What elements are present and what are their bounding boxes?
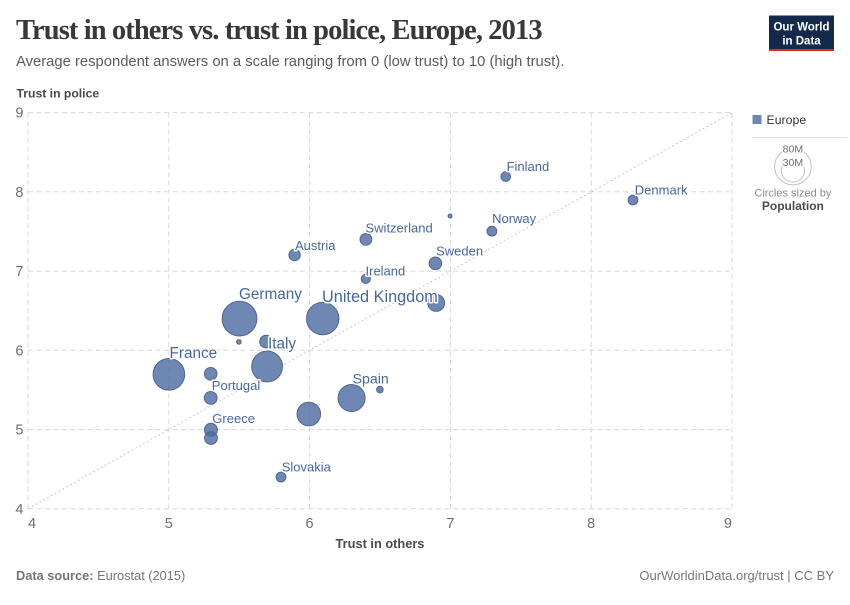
svg-text:Denmark: Denmark xyxy=(635,183,688,198)
svg-text:80M: 80M xyxy=(783,144,803,156)
svg-text:7: 7 xyxy=(446,516,454,532)
svg-text:OurWorldinData.org/trust | CC: OurWorldinData.org/trust | CC BY xyxy=(639,568,834,583)
svg-text:in Data: in Data xyxy=(782,36,821,48)
svg-text:8: 8 xyxy=(15,185,23,201)
svg-text:7: 7 xyxy=(15,264,23,280)
svg-text:Europe: Europe xyxy=(767,113,807,127)
svg-text:France: France xyxy=(170,345,218,362)
svg-text:Our World: Our World xyxy=(773,22,829,34)
svg-text:Greece: Greece xyxy=(212,411,255,426)
svg-text:United Kingdom: United Kingdom xyxy=(322,288,438,306)
svg-text:Sweden: Sweden xyxy=(436,244,483,259)
svg-text:Average respondent answers on: Average respondent answers on a scale ra… xyxy=(16,54,564,70)
svg-text:Ireland: Ireland xyxy=(366,264,406,279)
svg-text:5: 5 xyxy=(15,423,23,439)
svg-text:Trust in others vs. trust in p: Trust in others vs. trust in police, Eur… xyxy=(16,15,542,46)
svg-text:6: 6 xyxy=(15,343,23,359)
svg-text:Finland: Finland xyxy=(507,159,550,174)
svg-text:8: 8 xyxy=(587,516,595,532)
svg-text:Austria: Austria xyxy=(295,238,336,253)
svg-text:Italy: Italy xyxy=(268,336,296,353)
svg-text:Population: Population xyxy=(762,199,824,213)
svg-text:Trust in police: Trust in police xyxy=(17,87,100,101)
svg-text:Norway: Norway xyxy=(492,211,537,226)
svg-text:Circles sized by: Circles sized by xyxy=(754,188,832,200)
svg-text:5: 5 xyxy=(165,516,173,532)
svg-text:Switzerland: Switzerland xyxy=(366,221,433,236)
svg-text:Data source: Eurostat (2015): Data source: Eurostat (2015) xyxy=(16,568,185,583)
svg-text:30M: 30M xyxy=(783,157,803,169)
svg-text:4: 4 xyxy=(15,502,23,518)
svg-text:4: 4 xyxy=(28,516,36,532)
svg-text:Slovakia: Slovakia xyxy=(282,460,332,475)
svg-text:Germany: Germany xyxy=(239,286,302,303)
svg-text:9: 9 xyxy=(15,106,23,122)
svg-text:9: 9 xyxy=(724,516,732,532)
svg-text:Trust in others: Trust in others xyxy=(336,536,425,551)
svg-text:Spain: Spain xyxy=(353,372,389,388)
svg-text:6: 6 xyxy=(306,516,314,532)
svg-text:Portugal: Portugal xyxy=(212,378,261,393)
